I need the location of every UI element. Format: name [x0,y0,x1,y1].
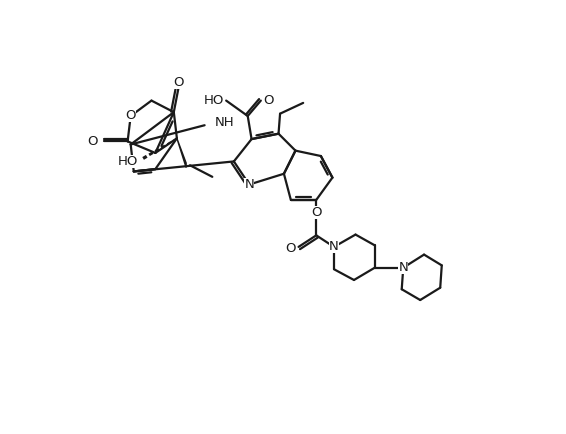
Text: NH: NH [215,116,234,129]
Polygon shape [177,138,186,168]
Text: HO: HO [118,155,138,168]
Text: O: O [285,242,295,255]
Text: HO: HO [204,94,224,107]
Text: O: O [126,109,136,122]
Text: O: O [311,206,321,219]
Text: O: O [263,94,273,107]
Text: N: N [398,261,408,274]
Text: N: N [329,240,339,253]
Text: N: N [245,178,254,191]
Text: O: O [87,135,97,148]
Text: O: O [173,76,184,89]
